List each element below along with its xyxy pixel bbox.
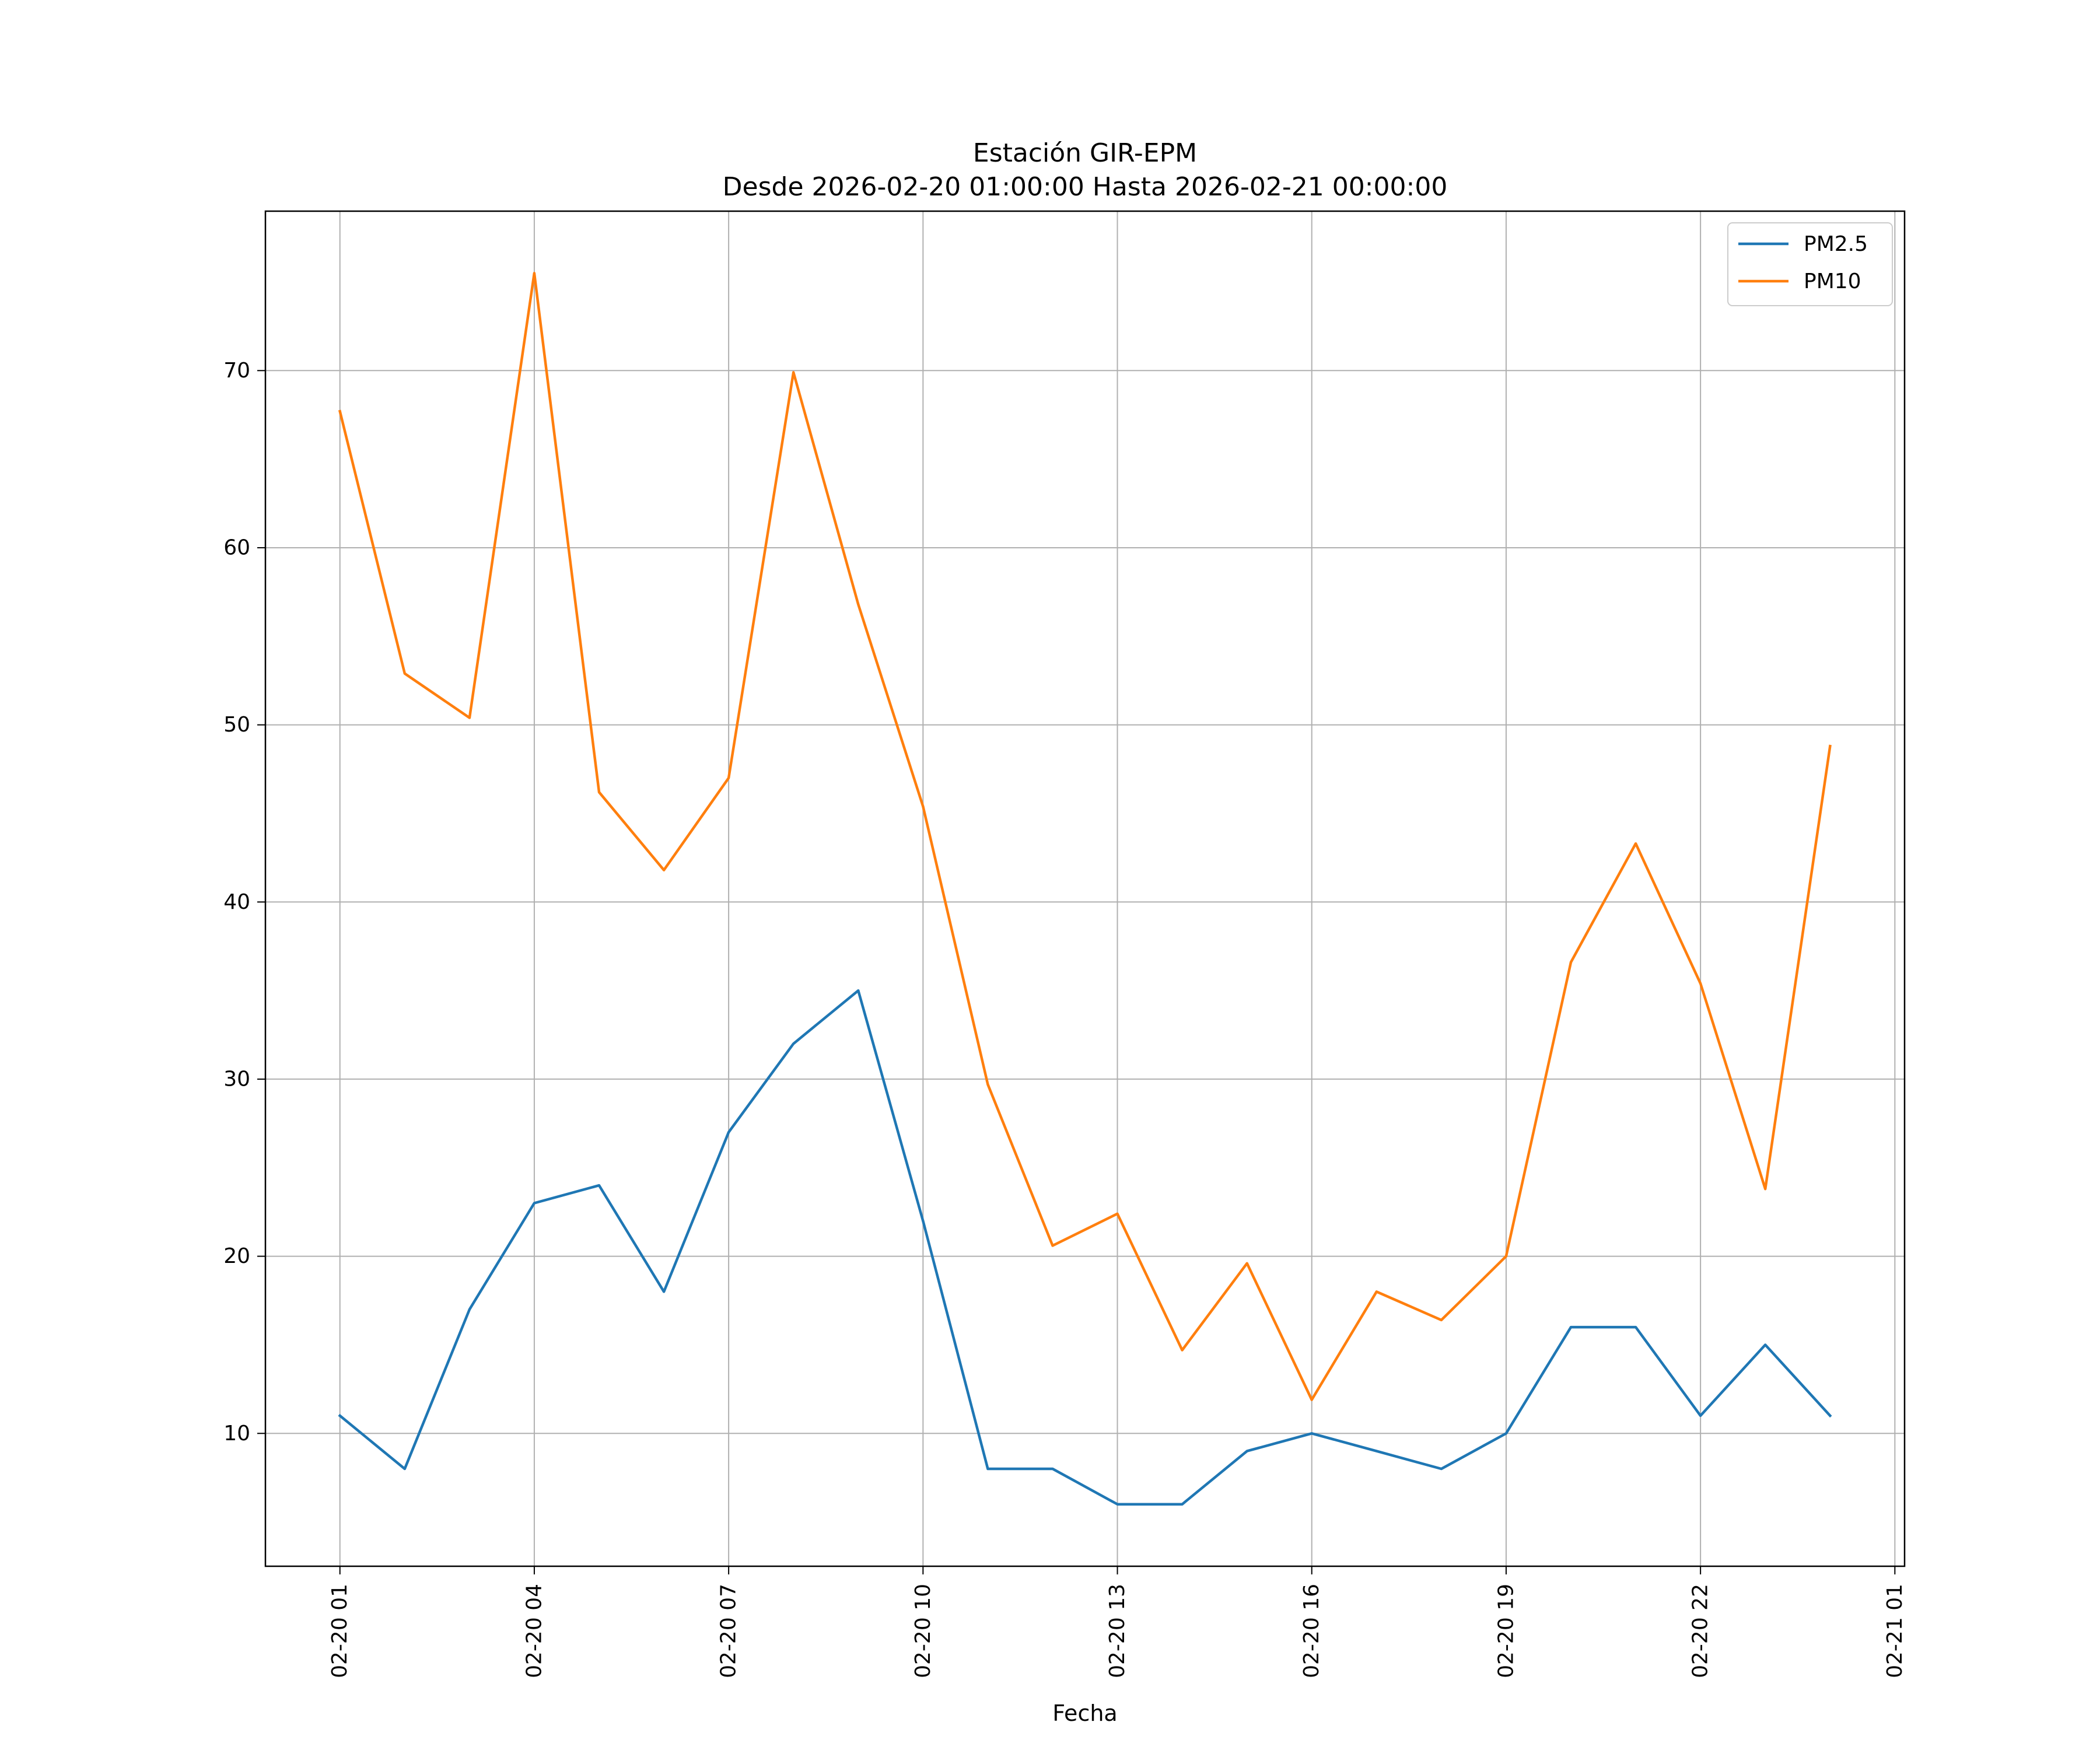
data-point-pm10 — [1828, 744, 1832, 748]
x-tick-label: 02-20 22 — [1689, 1584, 1713, 1678]
chart-subtitle: Desde 2026-02-20 01:00:00 Hasta 2026-02-… — [723, 172, 1448, 202]
data-point-pm10 — [856, 603, 860, 606]
data-point-pm10 — [1375, 1290, 1378, 1293]
data-point-pm10 — [1440, 1318, 1443, 1322]
data-point-pm25 — [1310, 1432, 1314, 1435]
y-tick-label: 40 — [223, 890, 250, 914]
data-point-pm10 — [403, 672, 407, 676]
data-point-pm10 — [1763, 1187, 1767, 1191]
data-point-pm10 — [1699, 982, 1702, 985]
x-tick-label: 02-20 10 — [911, 1584, 935, 1678]
data-point-pm25 — [597, 1184, 601, 1187]
data-point-pm25 — [533, 1201, 536, 1205]
data-point-pm10 — [1634, 842, 1637, 845]
data-point-pm10 — [727, 776, 730, 780]
data-point-pm25 — [1245, 1450, 1249, 1453]
data-point-pm25 — [1569, 1325, 1573, 1329]
y-tick-label: 50 — [223, 713, 250, 737]
data-point-pm25 — [1440, 1467, 1443, 1471]
x-tick-label: 02-20 07 — [717, 1584, 741, 1678]
x-tick-label: 02-20 16 — [1300, 1584, 1324, 1678]
data-point-pm10 — [597, 790, 601, 794]
x-tick-label: 02-20 01 — [328, 1584, 352, 1678]
data-point-pm25 — [1763, 1343, 1767, 1346]
data-point-pm25 — [1116, 1503, 1119, 1506]
data-point-pm10 — [986, 1083, 989, 1086]
data-point-pm25 — [856, 989, 860, 992]
data-point-pm25 — [1375, 1450, 1378, 1453]
data-point-pm25 — [986, 1467, 989, 1471]
data-point-pm25 — [662, 1290, 666, 1293]
y-tick-label: 60 — [223, 536, 250, 559]
grid — [265, 211, 1905, 1566]
data-point-pm25 — [403, 1467, 407, 1471]
data-point-pm10 — [1504, 1255, 1508, 1258]
data-point-pm25 — [727, 1130, 730, 1134]
data-point-pm10 — [921, 804, 925, 808]
chart-title: Estación GIR-EPM — [973, 138, 1197, 168]
x-tick-label: 02-20 13 — [1105, 1584, 1129, 1678]
plot-frame — [264, 210, 1906, 1567]
data-point-pm25 — [792, 1042, 795, 1045]
data-point-pm10 — [468, 716, 471, 719]
y-tick-label: 30 — [223, 1067, 250, 1091]
legend-label-pm25: PM2.5 — [1804, 232, 1868, 256]
data-point-pm25 — [921, 1219, 925, 1223]
data-point-pm10 — [1181, 1349, 1184, 1352]
axes: 02-20 01 02-20 04 02-20 07 02-20 10 02-20 13… — [223, 359, 1907, 1678]
data-point-pm10 — [662, 869, 666, 872]
x-tick-label: 02-20 19 — [1494, 1584, 1518, 1678]
x-tick-label: 02-21 01 — [1883, 1584, 1907, 1678]
data-point-pm10 — [1310, 1398, 1314, 1402]
data-point-pm10 — [792, 370, 795, 374]
data-point-pm25 — [1181, 1503, 1184, 1506]
data-point-pm10 — [1116, 1212, 1119, 1216]
data-point-pm10 — [338, 410, 342, 413]
y-tick-label: 20 — [223, 1244, 250, 1268]
series-line-pm25 — [338, 989, 1832, 1506]
data-point-pm10 — [533, 271, 536, 275]
series-lines — [338, 271, 1832, 1506]
data-point-pm25 — [1828, 1414, 1832, 1418]
data-point-pm10 — [1569, 961, 1573, 964]
y-tick-label: 70 — [223, 359, 250, 383]
data-point-pm25 — [338, 1414, 342, 1418]
data-point-pm25 — [468, 1308, 471, 1311]
legend-label-pm10: PM10 — [1804, 270, 1861, 293]
data-point-pm25 — [1634, 1325, 1637, 1329]
y-tick-label: 10 — [223, 1422, 250, 1446]
x-axis-label: Fecha — [1052, 1700, 1117, 1726]
legend: PM2.5 PM10 — [1727, 222, 1893, 306]
data-point-pm25 — [1504, 1432, 1508, 1435]
series-line-pm10 — [338, 272, 1832, 1401]
data-point-pm10 — [1245, 1262, 1249, 1265]
data-point-pm10 — [1051, 1244, 1054, 1247]
x-tick-label: 02-20 04 — [522, 1584, 546, 1678]
data-point-pm25 — [1699, 1414, 1702, 1418]
data-point-pm25 — [1051, 1467, 1054, 1471]
